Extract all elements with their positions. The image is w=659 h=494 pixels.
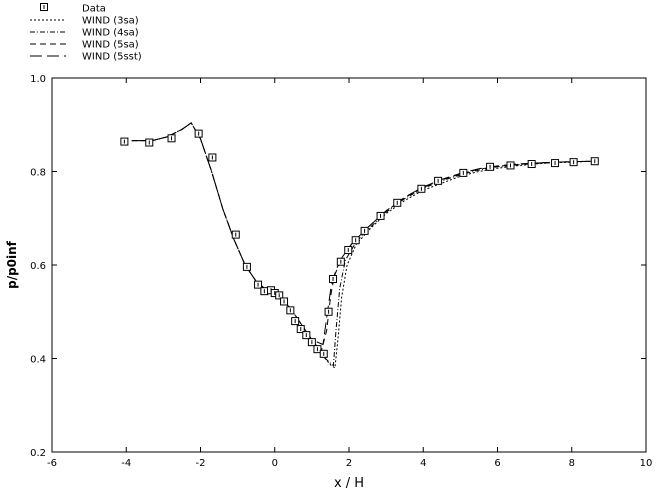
series-line-2: [131, 122, 595, 367]
series-line-3: [131, 122, 595, 353]
x-tick-label: -6: [47, 458, 57, 469]
x-tick-label: 8: [569, 458, 575, 469]
y-axis: 0.2 0.4 0.6 0.8 1.0: [30, 74, 646, 459]
data-markers: [120, 129, 599, 358]
legend-label: WIND (4sa): [82, 28, 139, 39]
plot-area-frame: [51, 77, 647, 453]
series-line-1: [131, 122, 595, 369]
x-tick-label: 4: [420, 458, 426, 469]
x-tick-label: 0: [272, 458, 278, 469]
legend-label: WIND (5sa): [82, 40, 139, 51]
x-tick-label: 6: [494, 458, 500, 469]
x-axis-title: x / H: [334, 476, 364, 491]
x-tick-label: -2: [196, 458, 206, 469]
series-lines: [131, 122, 595, 369]
legend-label: WIND (5sst): [82, 52, 142, 63]
y-tick-label: 0.8: [30, 168, 46, 179]
legend-label: Data: [82, 4, 106, 15]
legend-label: WIND (3sa): [82, 16, 139, 27]
x-tick-label: 2: [346, 458, 352, 469]
y-tick-label: 0.6: [30, 261, 46, 272]
y-tick-label: 1.0: [30, 74, 46, 85]
x-axis: -6 -4 -2 0 2 4 6 8 10: [47, 78, 652, 469]
x-tick-label: 10: [640, 458, 653, 469]
y-axis-title: p/p0inf: [5, 240, 19, 289]
y-tick-label: 0.2: [30, 448, 46, 459]
x-tick-label: -4: [121, 458, 131, 469]
y-tick-label: 0.4: [30, 355, 46, 366]
